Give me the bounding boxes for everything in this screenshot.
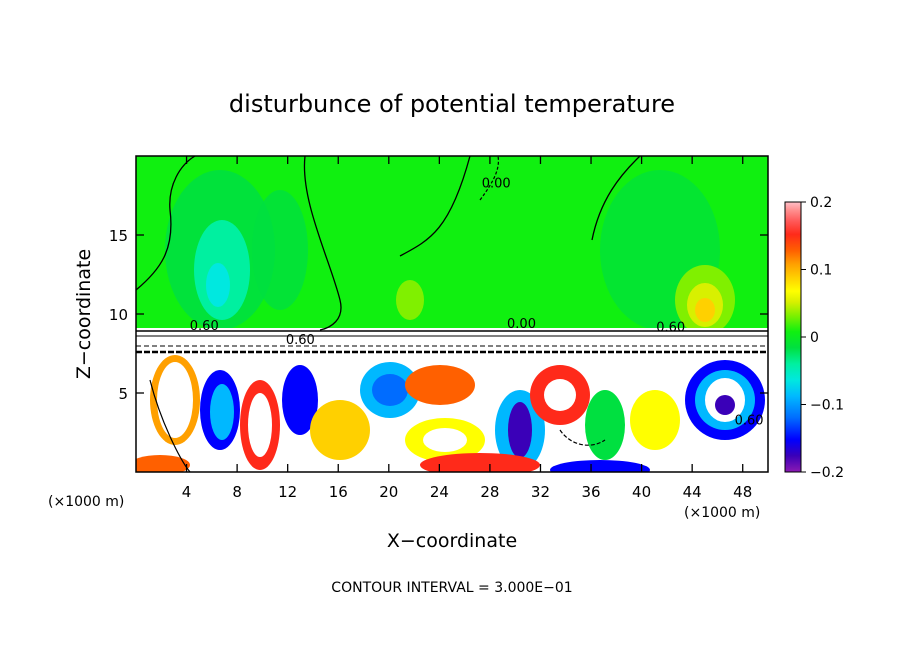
colorbar-tick-label: 0.1 [810, 263, 832, 279]
colorbar-tick-label: −0.1 [810, 398, 844, 414]
x-tick-label: 24 [430, 483, 449, 501]
y-tick-label: 10 [109, 306, 128, 324]
colorbar-ticks: 0.2 0.1 0 −0.1 −0.2 [801, 195, 844, 481]
y-axis-label: Z−coordinate [73, 249, 95, 379]
contour-interval-note: CONTOUR INTERVAL = 3.000E−01 [331, 580, 572, 596]
x-tick-label: 4 [182, 483, 192, 501]
contour-label: 0.00 [507, 317, 536, 332]
x-tick-label: 32 [531, 483, 550, 501]
y-tick-label: 5 [118, 385, 128, 403]
colorbar-tick-label: 0 [810, 330, 819, 346]
heatmap-field [136, 156, 768, 472]
colorbar-tick-label: 0.2 [810, 195, 832, 211]
x-tick-label: 48 [733, 483, 752, 501]
x-tick-label: 8 [232, 483, 242, 501]
x-tick-label: 36 [581, 483, 600, 501]
contour-label: 0.00 [482, 177, 511, 192]
x-tick-label: 12 [278, 483, 297, 501]
chart-title: disturbunce of potential temperature [229, 90, 675, 118]
contour-label: 0.60 [656, 320, 685, 335]
x-tick-label: 40 [632, 483, 651, 501]
y-axis-unit: (×1000 m) [48, 494, 124, 510]
x-tick-label: 20 [379, 483, 398, 501]
y-tick-label: 15 [109, 227, 128, 245]
x-tick-label: 44 [683, 483, 702, 501]
contour-label: 0.60 [735, 414, 764, 429]
x-tick-label: 28 [480, 483, 499, 501]
contour-label: 0.60 [190, 319, 219, 334]
colorbar [784, 201, 802, 473]
x-axis-ticks: 4 8 12 16 20 24 28 32 36 40 44 48 [182, 156, 752, 501]
x-tick-label: 16 [329, 483, 348, 501]
contour-labels: 0.00 0.60 0.60 0.00 0.60 0.60 [190, 177, 764, 429]
x-axis-unit: (×1000 m) [684, 505, 760, 521]
contour-label: 0.60 [286, 333, 315, 348]
y-axis-ticks: 5 10 15 [109, 227, 768, 403]
x-axis-label: X−coordinate [387, 530, 517, 552]
colorbar-tick-label: −0.2 [810, 465, 844, 481]
